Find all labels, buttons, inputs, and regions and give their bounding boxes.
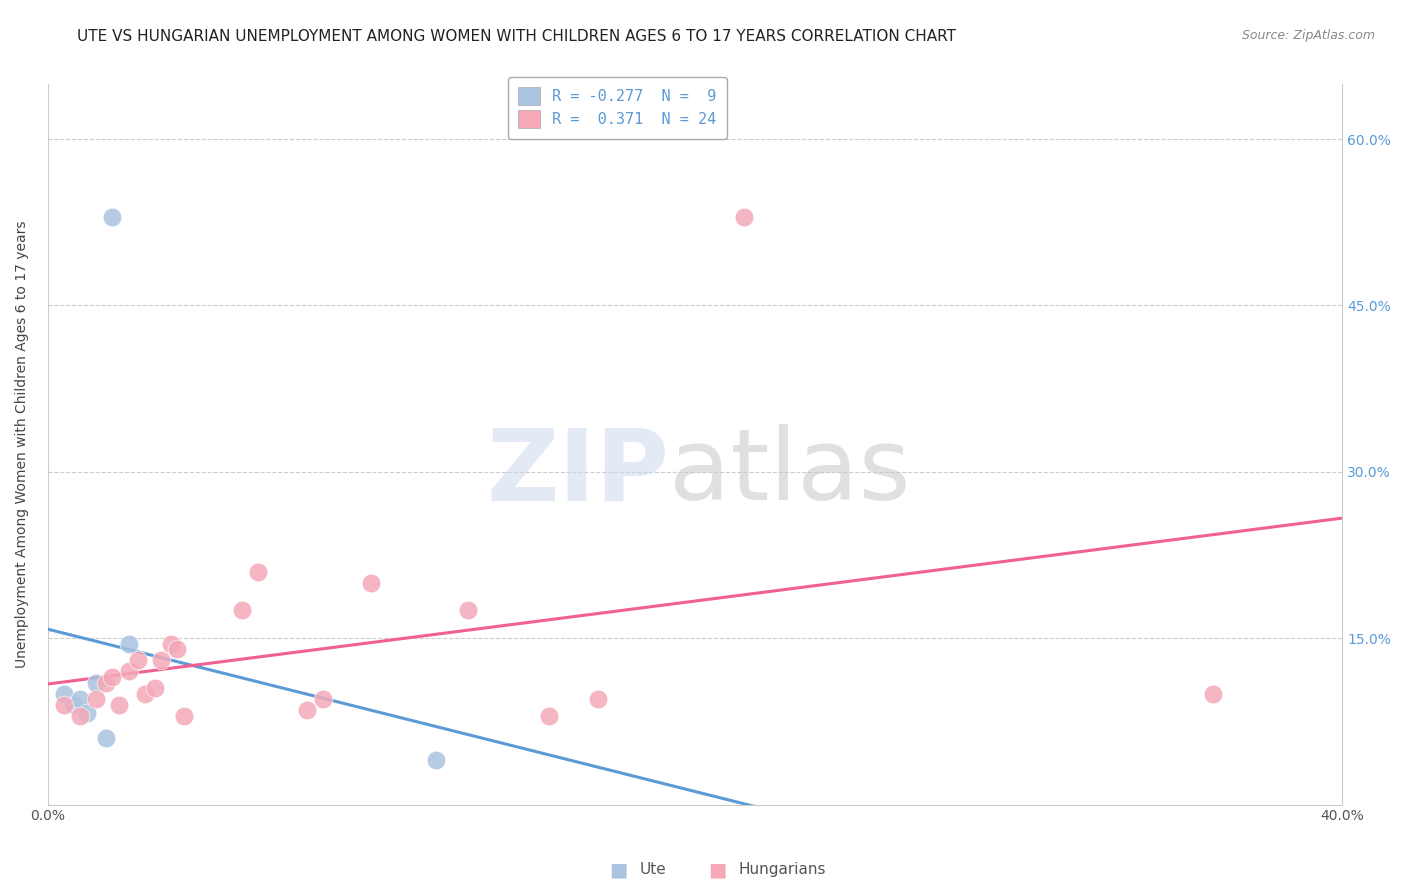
- Point: [231, 603, 253, 617]
- Point: [134, 687, 156, 701]
- Point: [295, 703, 318, 717]
- Point: [159, 637, 181, 651]
- Point: [101, 670, 124, 684]
- Point: [62, 698, 84, 712]
- Point: [312, 692, 335, 706]
- Text: UTE VS HUNGARIAN UNEMPLOYMENT AMONG WOMEN WITH CHILDREN AGES 6 TO 17 YEARS CORRE: UTE VS HUNGARIAN UNEMPLOYMENT AMONG WOME…: [77, 29, 956, 44]
- Point: [360, 575, 382, 590]
- Y-axis label: Unemployment Among Women with Children Ages 6 to 17 years: Unemployment Among Women with Children A…: [15, 220, 30, 668]
- Text: atlas: atlas: [669, 425, 911, 522]
- Point: [143, 681, 166, 695]
- Point: [425, 753, 447, 767]
- Point: [586, 692, 609, 706]
- Text: Hungarians: Hungarians: [738, 863, 825, 877]
- Text: Ute: Ute: [640, 863, 666, 877]
- Text: ■: ■: [707, 860, 727, 880]
- Text: Source: ZipAtlas.com: Source: ZipAtlas.com: [1241, 29, 1375, 42]
- Point: [150, 653, 173, 667]
- Point: [69, 692, 91, 706]
- Point: [538, 709, 561, 723]
- Text: ■: ■: [609, 860, 628, 880]
- Point: [101, 210, 124, 224]
- Point: [247, 565, 270, 579]
- Point: [127, 653, 149, 667]
- Point: [166, 642, 188, 657]
- Point: [457, 603, 479, 617]
- Point: [84, 675, 107, 690]
- Point: [118, 665, 141, 679]
- Point: [52, 687, 75, 701]
- Point: [1202, 687, 1225, 701]
- Point: [84, 692, 107, 706]
- Point: [118, 637, 141, 651]
- Point: [108, 698, 131, 712]
- Text: ZIP: ZIP: [486, 425, 669, 522]
- Point: [52, 698, 75, 712]
- Legend: R = -0.277  N =  9, R =  0.371  N = 24: R = -0.277 N = 9, R = 0.371 N = 24: [508, 77, 727, 139]
- Point: [94, 731, 117, 745]
- Point: [94, 675, 117, 690]
- Point: [76, 706, 98, 720]
- Point: [733, 210, 755, 224]
- Point: [69, 709, 91, 723]
- Point: [173, 709, 195, 723]
